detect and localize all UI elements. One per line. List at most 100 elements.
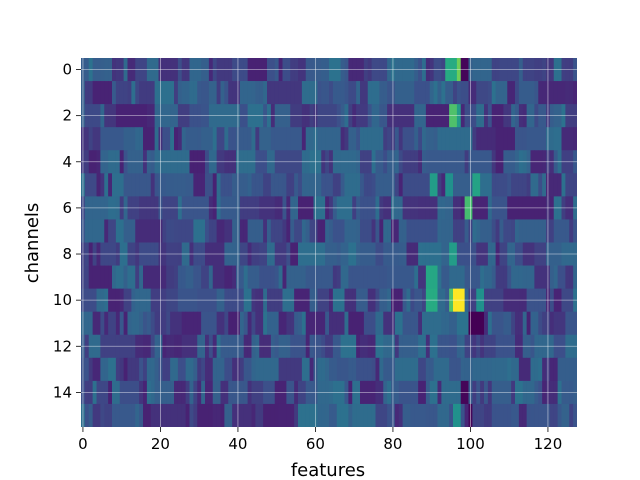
heatmap-cell bbox=[162, 311, 167, 336]
heatmap-cell bbox=[189, 127, 194, 151]
heatmap-cell bbox=[394, 265, 400, 290]
heatmap-cell bbox=[356, 357, 361, 382]
heatmap-cell bbox=[139, 81, 144, 105]
heatmap-cell bbox=[131, 219, 136, 243]
heatmap-cell bbox=[139, 311, 144, 336]
heatmap-cell bbox=[108, 311, 113, 336]
heatmap-cell bbox=[352, 265, 357, 290]
heatmap-cell bbox=[573, 219, 577, 243]
heatmap-cell bbox=[487, 403, 493, 427]
heatmap-cell bbox=[232, 265, 237, 290]
heatmap-cell bbox=[135, 219, 140, 243]
x-tick-label: 80 bbox=[383, 435, 402, 453]
heatmap-cell bbox=[317, 219, 322, 243]
heatmap-cell bbox=[255, 81, 260, 105]
heatmap-cell bbox=[267, 265, 272, 290]
heatmap-cell bbox=[251, 127, 256, 151]
heatmap-cell bbox=[305, 403, 311, 427]
heatmap-cell bbox=[456, 81, 462, 105]
heatmap-cell bbox=[185, 81, 190, 105]
heatmap-cell bbox=[251, 265, 256, 290]
heatmap-cell bbox=[460, 403, 466, 427]
heatmap-cell bbox=[189, 81, 194, 105]
heatmap-cell bbox=[259, 311, 264, 336]
heatmap-cell bbox=[503, 311, 508, 336]
heatmap-cell bbox=[371, 265, 376, 290]
heatmap-cell bbox=[205, 173, 210, 197]
heatmap-cell bbox=[530, 357, 535, 382]
heatmap-cell bbox=[321, 81, 326, 105]
heatmap-cell bbox=[487, 81, 493, 105]
heatmap-cell bbox=[232, 81, 237, 105]
heatmap-cell bbox=[216, 127, 221, 151]
heatmap-cell bbox=[511, 357, 516, 382]
heatmap-cell bbox=[476, 265, 481, 290]
heatmap-cell bbox=[518, 81, 524, 105]
heatmap-cell bbox=[495, 81, 500, 105]
heatmap-cell bbox=[263, 173, 268, 197]
heatmap-cell bbox=[224, 81, 229, 105]
heatmap-cell bbox=[309, 173, 314, 197]
heatmap-cell bbox=[263, 127, 268, 151]
heatmap-cell bbox=[542, 357, 547, 382]
heatmap-cell bbox=[197, 311, 202, 336]
heatmap-cell bbox=[228, 265, 233, 290]
y-tick-label: 6 bbox=[62, 199, 72, 217]
heatmap-cell bbox=[197, 173, 202, 197]
heatmap-cell bbox=[402, 357, 407, 382]
heatmap-cell bbox=[437, 403, 442, 427]
heatmap-cell bbox=[317, 265, 322, 290]
heatmap-cell bbox=[146, 127, 152, 151]
heatmap-cell bbox=[166, 311, 171, 336]
heatmap-cell bbox=[433, 81, 438, 105]
heatmap-cell bbox=[174, 311, 179, 336]
heatmap-cell bbox=[239, 357, 245, 382]
heatmap-cell bbox=[441, 173, 446, 197]
heatmap-cell bbox=[119, 127, 125, 151]
heatmap-cell bbox=[251, 81, 256, 105]
heatmap-cell bbox=[247, 357, 252, 382]
heatmap-cell bbox=[325, 219, 330, 243]
heatmap-cell bbox=[402, 127, 407, 151]
heatmap-cell bbox=[255, 127, 260, 151]
heatmap-cell bbox=[453, 219, 458, 243]
heatmap-cell bbox=[518, 311, 524, 336]
heatmap-cell bbox=[243, 219, 249, 243]
heatmap-cell bbox=[340, 357, 345, 382]
heatmap-cell bbox=[290, 81, 295, 105]
heatmap-cell bbox=[290, 403, 295, 427]
heatmap-cell bbox=[177, 219, 183, 243]
heatmap-cell bbox=[511, 265, 516, 290]
heatmap-cell bbox=[270, 403, 276, 427]
heatmap-cell bbox=[104, 265, 109, 290]
heatmap-cell bbox=[453, 265, 458, 290]
heatmap-cell bbox=[115, 173, 121, 197]
heatmap-cell bbox=[379, 403, 384, 427]
heatmap-cell bbox=[255, 311, 260, 336]
heatmap-cell bbox=[301, 81, 307, 105]
heatmap-cell bbox=[449, 219, 454, 243]
heatmap-cell bbox=[472, 311, 477, 336]
heatmap-cell bbox=[379, 81, 384, 105]
heatmap-cell bbox=[197, 403, 202, 427]
heatmap-cell bbox=[216, 81, 221, 105]
x-axis-ticks: 0 20 40 60 80 100 120 bbox=[78, 427, 562, 453]
heatmap-cell bbox=[282, 81, 287, 105]
heatmap-cell bbox=[162, 219, 167, 243]
heatmap-cell bbox=[108, 265, 113, 290]
heatmap-cell bbox=[518, 265, 524, 290]
heatmap-cell bbox=[534, 219, 539, 243]
heatmap-cell bbox=[476, 81, 481, 105]
heatmap-cell bbox=[441, 265, 446, 290]
heatmap-cell bbox=[332, 173, 338, 197]
heatmap-cells bbox=[81, 58, 577, 427]
heatmap-cell bbox=[394, 357, 400, 382]
heatmap-cell bbox=[348, 403, 353, 427]
heatmap-cell bbox=[410, 403, 415, 427]
heatmap-cell bbox=[507, 403, 512, 427]
heatmap-cell bbox=[507, 81, 512, 105]
heatmap-cell bbox=[360, 127, 365, 151]
heatmap-cell bbox=[410, 265, 415, 290]
heatmap-cell bbox=[573, 173, 577, 197]
heatmap-cell bbox=[515, 219, 520, 243]
